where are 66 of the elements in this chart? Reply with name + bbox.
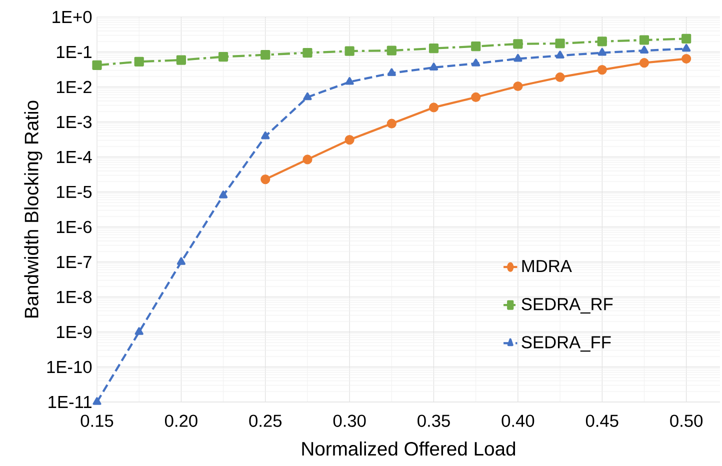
point (344, 134, 354, 145)
point (303, 92, 312, 100)
point (555, 72, 565, 82)
x-tick-label: 0.20 (164, 414, 198, 427)
y-tick-label: 1E-11 (48, 396, 92, 408)
point (260, 174, 270, 184)
y-tick-label: 1E-1 (56, 46, 92, 58)
x-tick-label: 0.25 (249, 414, 282, 427)
point (428, 102, 439, 112)
point (176, 55, 186, 65)
point (639, 35, 650, 45)
point (134, 327, 144, 335)
x-tick-label: 0.30 (333, 414, 366, 427)
point (513, 81, 523, 92)
y-tick-label: 1E-2 (56, 80, 92, 94)
point (92, 397, 102, 405)
y-tick-label: 1E+0 (52, 10, 92, 24)
x-tick-label: 0.15 (80, 414, 114, 427)
legend-label: SEDRA_FF (522, 336, 611, 352)
x-tick-label: 0.40 (502, 414, 534, 427)
y-tick-label: 1E-8 (56, 290, 92, 304)
point (218, 190, 228, 198)
point (176, 257, 186, 265)
point (302, 154, 312, 164)
point (344, 46, 354, 56)
point (682, 34, 692, 44)
point (597, 36, 607, 46)
point (386, 46, 396, 56)
point (302, 48, 312, 58)
y-tick-label: 1E-7 (56, 256, 92, 268)
point (513, 39, 523, 49)
point (682, 44, 691, 52)
point (218, 52, 228, 62)
x-tick-label: 0.50 (670, 414, 703, 427)
point (429, 62, 438, 70)
y-tick-label: 1E-6 (56, 220, 92, 234)
point (471, 42, 481, 52)
point (261, 132, 270, 140)
point (555, 38, 565, 48)
point (639, 58, 650, 68)
y-tick-label: 1E-10 (47, 360, 92, 374)
point (428, 44, 439, 54)
point (598, 48, 606, 56)
legend-label: SEDRA_RF (522, 298, 613, 314)
x-tick-label: 0.35 (418, 414, 450, 427)
point (556, 50, 564, 59)
point (640, 46, 649, 54)
y-tick-label: 1E-3 (56, 116, 92, 128)
point (597, 64, 607, 75)
point (682, 54, 692, 64)
point (472, 58, 480, 66)
x-tick-label: 0.45 (586, 414, 618, 427)
point (514, 54, 522, 62)
y-axis-title: Bandwidth Blocking Ratio (24, 100, 42, 318)
point (471, 92, 481, 102)
point (134, 56, 144, 66)
point (345, 77, 354, 85)
point (386, 118, 396, 128)
y-tick-label: 1E-5 (56, 186, 92, 198)
point (260, 50, 270, 60)
y-tick-label: 1E-4 (56, 151, 92, 163)
point (92, 60, 102, 70)
legend-label: MDRA (522, 260, 572, 272)
y-tick-label: 1E-9 (56, 326, 92, 338)
point (387, 68, 396, 76)
x-axis-title: Normalized Offered Load (302, 441, 516, 456)
